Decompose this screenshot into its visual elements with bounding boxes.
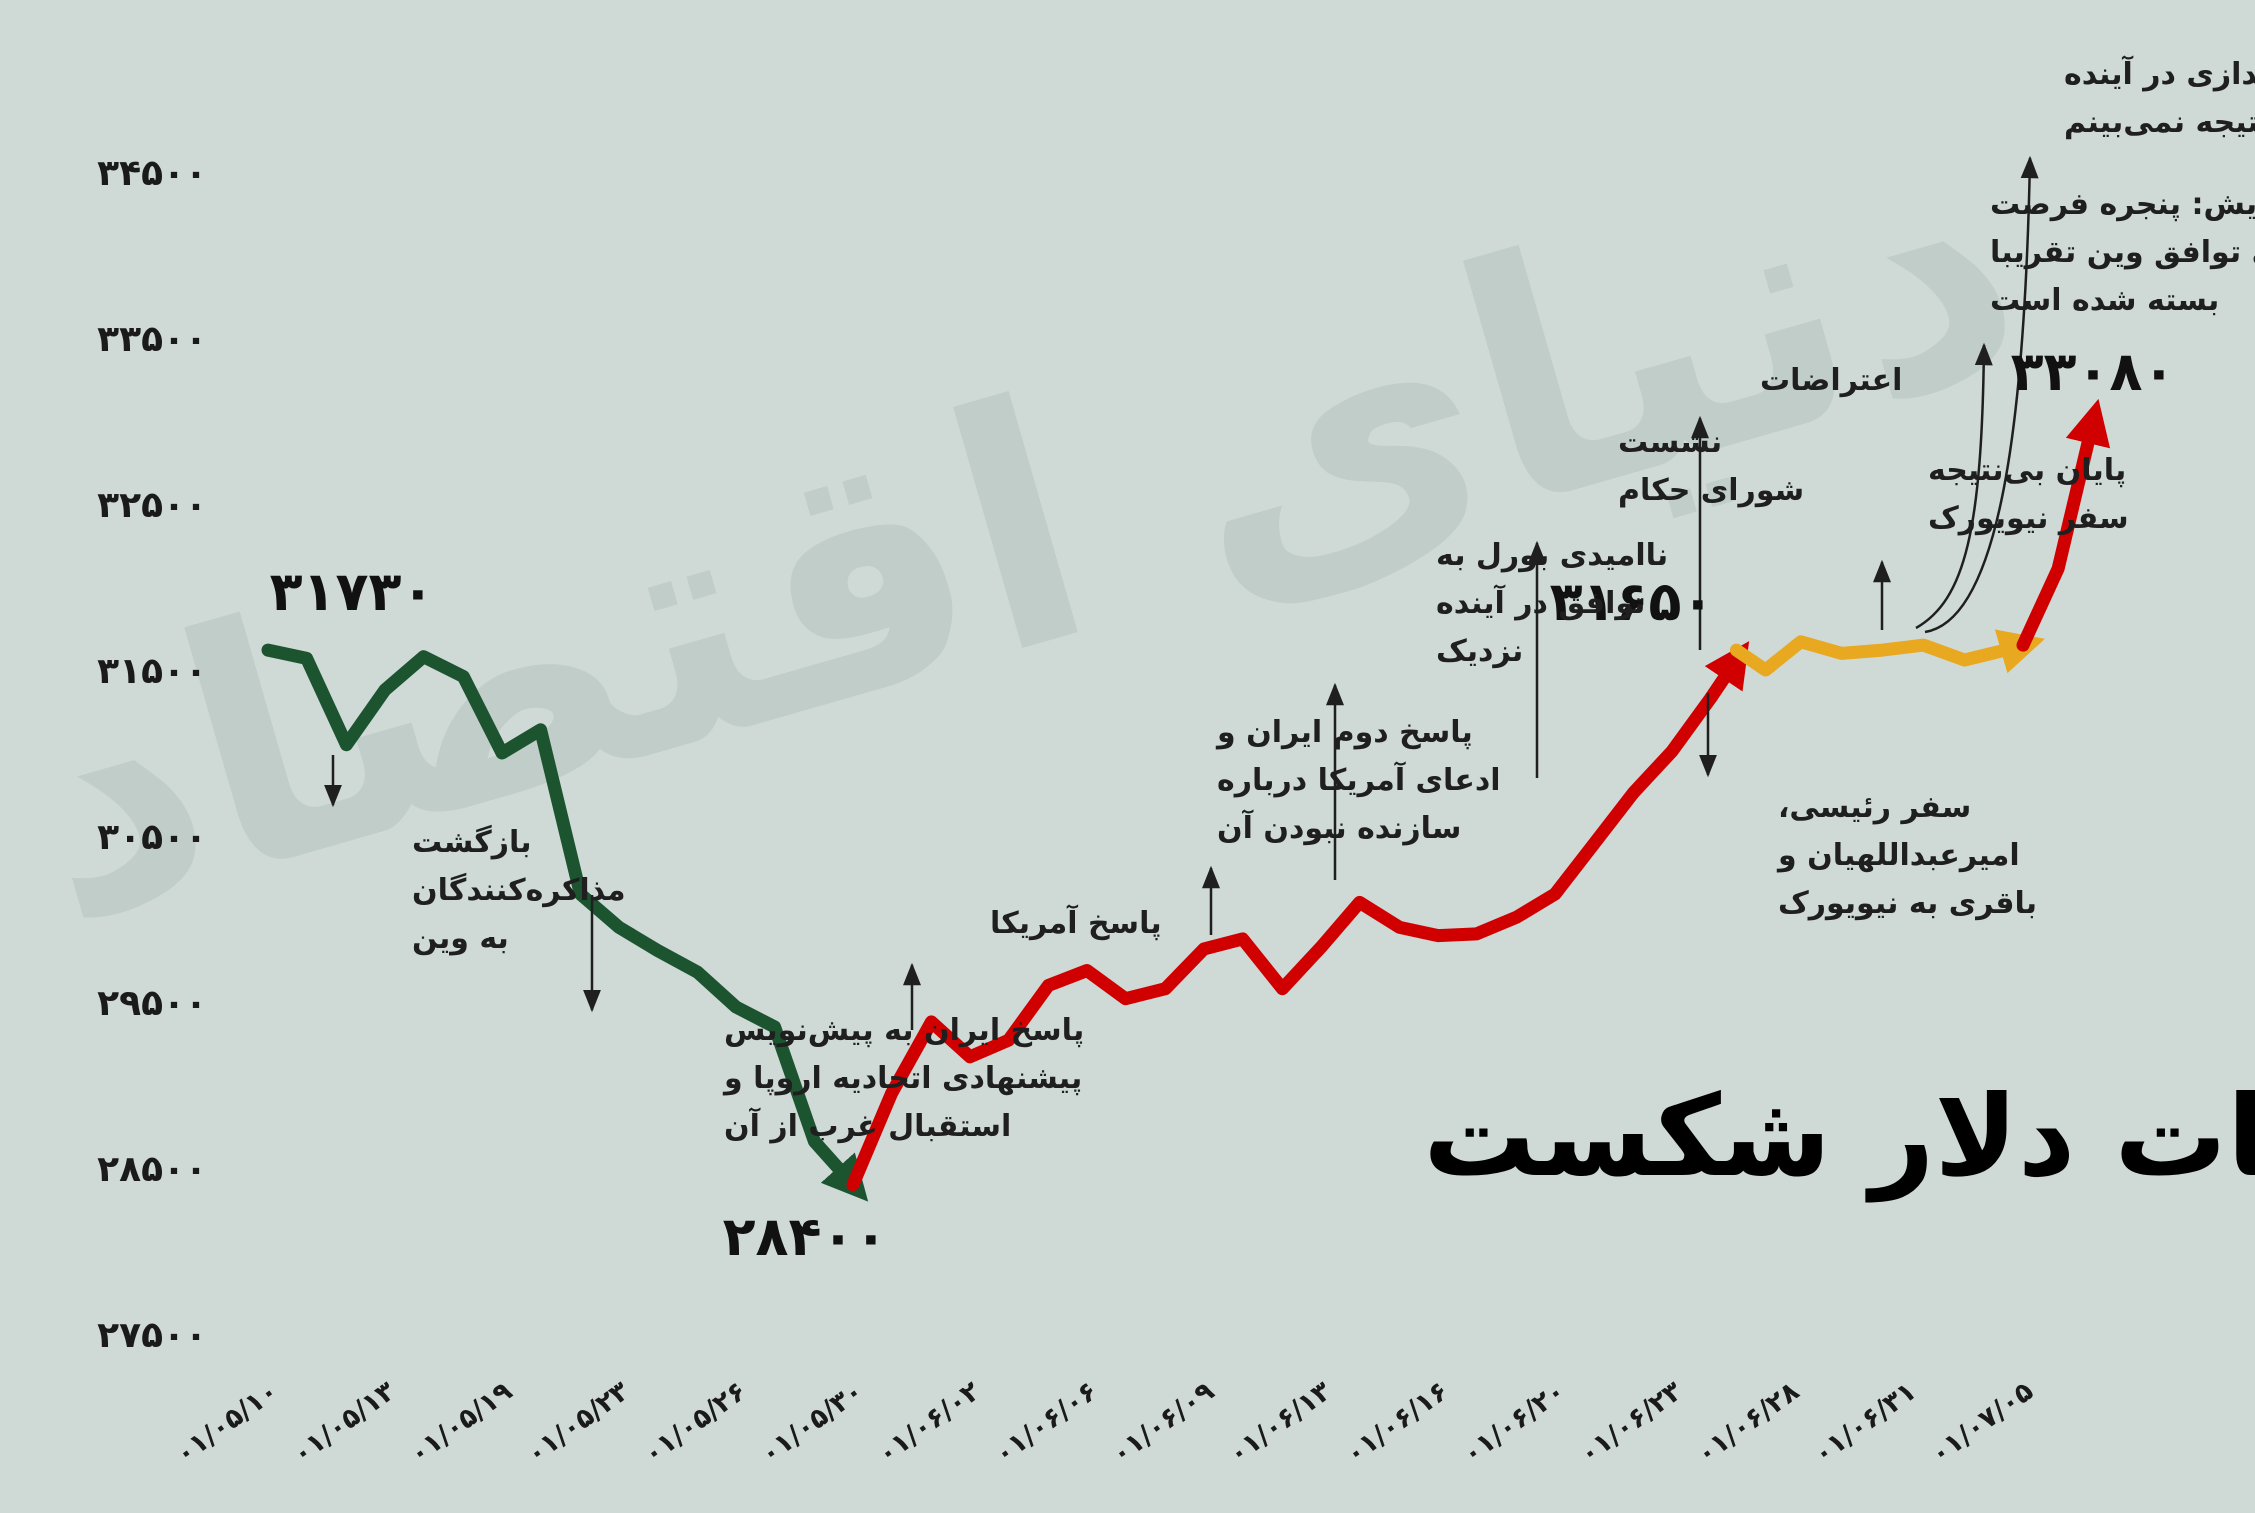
annotation-line: خیلی نزدیک برای رسیدن به یک نتیجه نمی‌بی… xyxy=(2064,105,2255,140)
series-line-2 xyxy=(1729,629,2045,677)
annotation-line: پیشنهادی اتحادیه اروپا و xyxy=(722,1061,1082,1096)
y-tick-label: ۲۹۵۰۰ xyxy=(97,983,207,1024)
x-tick-label: ۰۱/۰۶/۲۳ xyxy=(1574,1375,1689,1470)
annotation-line: وزیر خارجه آمریکا: هیچ چشم‌اندازی در آین… xyxy=(2064,55,2255,92)
leader-arrow xyxy=(1924,155,2039,634)
annotation-line: توافق در آینده xyxy=(1436,584,1645,621)
annotation-line: به وین xyxy=(412,921,509,956)
annotation-7: سفر رئیسی، امیرعبداللهیان و باقری به نیویو… xyxy=(1776,790,2037,921)
annotations: بازگشت مذاکره‌کنندگان به وین پاسخ ایران به … xyxy=(412,55,2255,1144)
annotation-line: پایان بی‌نتیجه xyxy=(1928,453,2126,488)
label-start-value: ۳۱۷۳۰ xyxy=(270,560,435,623)
annotation-line: پاسخ دوم ایران و xyxy=(1215,715,1473,750)
annotation-line: شورای حکام xyxy=(1618,473,1804,508)
x-tick-label: ۰۱/۰۶/۲۸ xyxy=(1691,1375,1806,1470)
x-tick-label: ۰۱/۰۵/۱۳ xyxy=(287,1375,402,1470)
annotation-line: مذاکره‌کنندگان xyxy=(412,872,626,908)
x-tick-label: ۰۱/۰۵/۲۶ xyxy=(638,1376,752,1471)
annotation-9: اتریش: پنجره فرصت برای توافق وین تقریبا بس… xyxy=(1990,187,2255,318)
annotation-line: نزدیک xyxy=(1436,634,1523,669)
x-tick-label: ۰۱/۰۵/۳۰ xyxy=(755,1376,869,1471)
annotation-4: ناامیدی بورل به توافق در آینده نزدیک xyxy=(1436,538,1668,669)
series-line-0 xyxy=(261,643,869,1202)
leader-arrow xyxy=(1915,342,1993,630)
annotation-line: اعتراضات xyxy=(1760,363,1902,398)
annotation-line: بسته شده است xyxy=(1990,283,2219,318)
x-tick-label: ۰۱/۰۶/۱۳ xyxy=(1223,1375,1338,1470)
annotation-8: پایان بی‌نتیجه سفر نیویورک xyxy=(1928,453,2129,536)
annotation-line: سازنده نبودن آن xyxy=(1217,809,1461,846)
y-tick-label: ۳۱۵۰۰ xyxy=(97,651,207,692)
annotation-line: نشست xyxy=(1618,425,1722,460)
annotation-line: پاسخ ایران به پیش‌نویس xyxy=(724,1013,1084,1048)
label-end-value: ۳۳۰۸۰ xyxy=(2011,340,2176,403)
annotation-0: بازگشت مذاکره‌کنندگان به وین xyxy=(412,824,626,956)
x-axis: ۰۱/۰۵/۱۰ ۰۱/۰۵/۱۳ ۰۱/۰۵/۱۹ ۰۱/۰۵/۲۳ ۰۱/۰۵/۲۶… xyxy=(170,1375,2039,1470)
x-tick-label: ۰۱/۰۶/۲۰ xyxy=(1457,1376,1571,1471)
annotation-leaders xyxy=(324,155,2039,1030)
x-tick-label: ۰۱/۰۶/۳۱ xyxy=(1808,1376,1922,1471)
label-mid-value: ۳۱۶۵۰ xyxy=(1550,570,1715,633)
annotation-line: سفر رئیسی، xyxy=(1778,790,1971,825)
annotation-line: پاسخ آمریکا xyxy=(990,904,1162,941)
annotation-line: باقری به نیویورک xyxy=(1778,886,2037,921)
y-axis: ۲۷۵۰۰ ۲۸۵۰۰ ۲۹۵۰۰ ۳۰۵۰۰ ۳۱۵۰۰ ۳۲۵۰۰ ۳۳۵۰۰ ۳۴۵۰۰ xyxy=(97,153,207,1356)
series-group xyxy=(261,398,2111,1202)
annotation-6: اعتراضات xyxy=(1760,363,1902,398)
y-tick-label: ۳۳۵۰۰ xyxy=(97,319,207,360)
annotation-line: سفر نیویورک xyxy=(1928,501,2129,536)
annotation-line: بازگشت xyxy=(412,824,532,860)
label-low-value: ۲۸۴۰۰ xyxy=(723,1205,888,1268)
annotation-3: پاسخ دوم ایران و ادعای آمریکا درباره سازند… xyxy=(1215,715,1501,846)
series-line-3 xyxy=(2016,398,2111,652)
annotation-5: نشست شورای حکام xyxy=(1618,425,1804,508)
annotation-1: پاسخ ایران به پیش‌نویس پیشنهادی اتحادیه ا… xyxy=(722,1013,1084,1144)
x-tick-label: ۰۱/۰۶/۰۶ xyxy=(989,1376,1103,1471)
annotation-10: وزیر خارجه آمریکا: هیچ چشم‌اندازی در آین… xyxy=(2064,55,2255,140)
x-tick-label: ۰۱/۰۵/۱۹ xyxy=(404,1376,518,1471)
x-tick-label: ۰۱/۰۵/۲۳ xyxy=(521,1375,636,1470)
annotation-line: ادعای آمریکا درباره xyxy=(1217,761,1501,798)
x-tick-label: ۰۱/۰۷/۰۵ xyxy=(1925,1376,2039,1471)
y-tick-label: ۲۸۵۰۰ xyxy=(97,1149,207,1190)
annotation-line: برای توافق وین تقریبا xyxy=(1990,235,2255,270)
x-tick-label: ۰۱/۰۶/۱۶ xyxy=(1340,1376,1454,1471)
series-line-1 xyxy=(846,641,1750,1192)
annotation-line: استقبال غرب از آن xyxy=(724,1107,1011,1144)
watermark: دنیای اقتصاد xyxy=(0,63,2058,998)
y-tick-label: ۳۴۵۰۰ xyxy=(97,153,207,194)
annotation-2: پاسخ آمریکا xyxy=(990,904,1162,941)
value-labels: ۳۱۷۳۰ ۲۸۴۰۰ ۳۱۶۵۰ ۳۳۰۸۰ xyxy=(270,340,2176,1268)
y-tick-label: ۳۰۵۰۰ xyxy=(97,817,207,858)
y-tick-label: ۲۷۵۰۰ xyxy=(97,1315,207,1356)
x-tick-label: ۰۱/۰۶/۰۹ xyxy=(1106,1376,1220,1471)
annotation-line: ناامیدی بورل به xyxy=(1436,538,1668,573)
y-tick-label: ۳۲۵۰۰ xyxy=(97,485,207,526)
x-tick-label: ۰۱/۰۵/۱۰ xyxy=(170,1376,284,1471)
chart-title: ثبات دلار شکست xyxy=(1423,1072,2255,1202)
x-tick-label: ۰۱/۰۶/۰۲ xyxy=(872,1375,987,1470)
annotation-line: امیرعبداللهیان و xyxy=(1776,838,2020,873)
annotation-line: اتریش: پنجره فرصت xyxy=(1990,187,2255,222)
